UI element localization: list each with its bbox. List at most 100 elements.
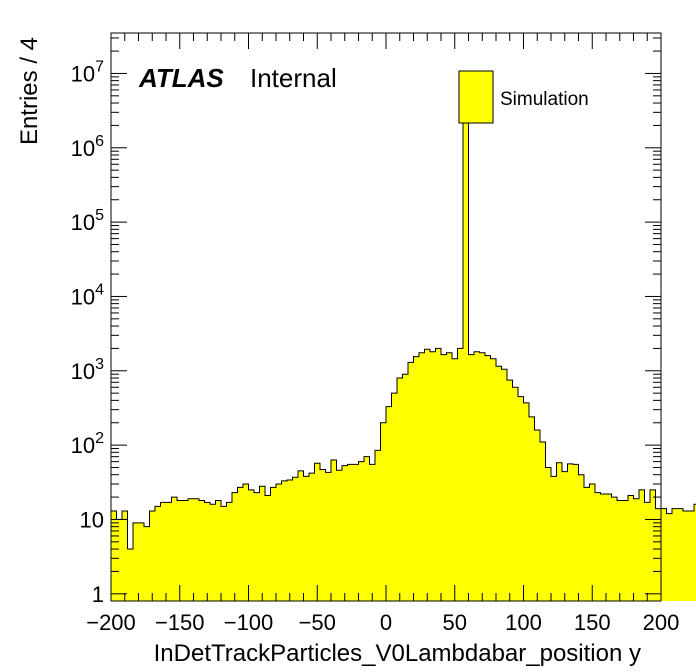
histogram-bar: [331, 460, 337, 601]
histogram-bar: [600, 494, 607, 601]
histogram-bar: [204, 502, 211, 601]
histogram-bar: [589, 483, 596, 601]
histogram-bar: [248, 489, 255, 601]
histogram-bar: [622, 500, 629, 601]
y-tick-label: 104: [71, 281, 104, 309]
histogram-bar: [584, 487, 590, 601]
histogram-bar: [611, 497, 618, 601]
histogram-bar: [265, 495, 271, 601]
atlas-label: ATLAS: [138, 63, 224, 93]
x-tick-label: 50: [443, 610, 467, 635]
histogram-bar: [672, 508, 678, 601]
histogram-bar: [303, 476, 310, 601]
histogram-bar: [270, 487, 277, 601]
histogram-bar: [254, 492, 260, 601]
histogram-bar: [452, 358, 458, 601]
histogram-bar: [116, 519, 123, 601]
histogram-bar: [155, 506, 161, 601]
histogram-bar: [463, 118, 469, 601]
histogram-bar: [413, 356, 420, 601]
histogram-outline: [111, 118, 696, 550]
histogram-bar: [628, 495, 634, 601]
histogram-bar: [237, 487, 244, 601]
histogram-bar: [501, 369, 508, 601]
histogram-bar: [193, 498, 200, 601]
histogram-bar: [644, 502, 651, 601]
x-tick-label: 0: [380, 610, 392, 635]
histogram-bar: [556, 462, 563, 601]
histogram-bar: [380, 422, 387, 601]
histogram-bar: [292, 477, 299, 601]
tick-label-layer: −200 −150 −100 −50 0 50 100 150 200 1 10 102 103 104 1…: [71, 58, 680, 635]
histogram-bar: [386, 406, 392, 601]
histogram-bar: [160, 502, 167, 601]
histogram-bar: [551, 476, 557, 601]
histogram-bar: [298, 470, 304, 601]
histogram-bar: [523, 402, 530, 601]
y-axis-title: Entries / 4: [16, 37, 43, 145]
histogram-bar: [507, 380, 513, 601]
histogram-bar: [259, 486, 266, 601]
histogram-bar: [182, 500, 189, 601]
histogram-bar: [639, 489, 645, 601]
histogram-bar: [655, 508, 662, 601]
histogram-bar: [683, 510, 689, 601]
y-tick-label: 1: [92, 582, 104, 607]
histogram-bar: [232, 492, 238, 601]
histogram-bar: [512, 387, 519, 601]
histogram-bar: [562, 471, 568, 601]
histogram-bar: [540, 442, 546, 601]
histogram-bar: [677, 508, 684, 601]
x-tick-label: −150: [155, 610, 205, 635]
histogram-bar: [430, 351, 436, 601]
histogram-bar: [688, 510, 695, 601]
x-tick-label: −100: [224, 610, 274, 635]
histogram-bar: [188, 498, 194, 601]
y-tick-label: 107: [71, 58, 104, 86]
internal-label: Internal: [250, 63, 337, 93]
histogram-bar: [369, 464, 376, 601]
x-tick-label: 200: [643, 610, 680, 635]
histogram-bar: [210, 504, 216, 601]
histogram-bar: [474, 351, 480, 601]
y-tick-label: 10: [80, 507, 104, 532]
histogram-bar: [358, 461, 365, 601]
histogram-bar: [408, 362, 414, 601]
histogram-bar: [446, 352, 453, 601]
histogram-bar: [215, 500, 222, 601]
x-tick-label: 150: [574, 610, 611, 635]
histogram-bar: [166, 502, 172, 601]
histogram-bar: [490, 358, 497, 601]
histogram-bar: [325, 472, 332, 601]
histogram-bar: [529, 416, 535, 601]
histogram-bar: [534, 429, 541, 601]
histogram-bar: [595, 492, 601, 601]
y-tick-label: 106: [71, 133, 104, 161]
histogram-bar: [127, 549, 134, 601]
y-tick-label: 102: [71, 430, 104, 458]
histogram-bar: [177, 500, 183, 601]
x-tick-label: −200: [86, 610, 136, 635]
histogram-bar: [221, 506, 227, 601]
histogram-bar: [457, 348, 464, 601]
histogram-bar: [353, 464, 359, 601]
histogram-bar: [364, 456, 370, 601]
histogram-bar: [694, 504, 696, 601]
histogram-bar: [518, 396, 524, 601]
histogram-bar: [375, 450, 381, 601]
histogram-bar: [171, 497, 178, 601]
histogram-bar: [650, 489, 656, 601]
histogram-bar: [441, 354, 447, 601]
histogram-bar: [336, 470, 343, 601]
histogram-bar: [276, 483, 282, 601]
x-tick-label: −50: [299, 610, 336, 635]
histogram-bar: [606, 494, 612, 601]
histogram-bar: [617, 500, 623, 601]
histogram-bar: [347, 464, 354, 601]
tick-layer: [110, 33, 662, 601]
histogram-bar: [287, 479, 293, 601]
x-axis-title: InDetTrackParticles_V0Lambdabar_position…: [154, 640, 641, 667]
histogram-bar: [633, 498, 640, 601]
histogram-bar: [419, 352, 425, 601]
